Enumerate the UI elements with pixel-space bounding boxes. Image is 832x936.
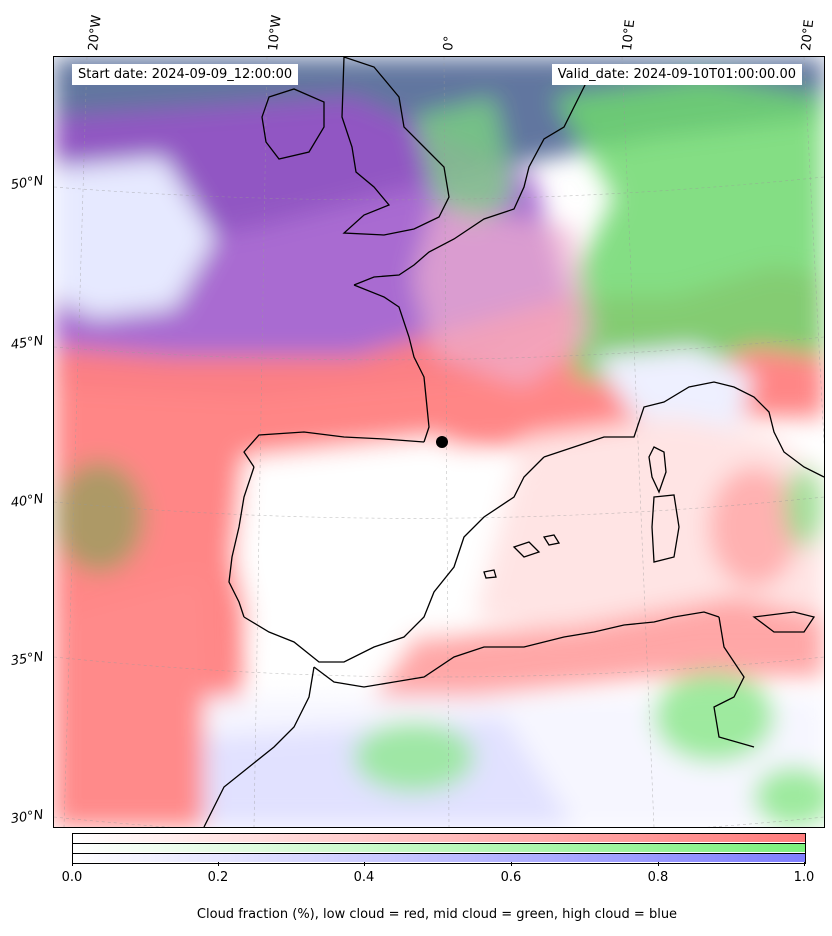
start-date-label: Start date: 2024-09-09_12:00:00 [72,64,299,85]
colorbar-tick [72,862,73,866]
colorbar-high-cloud [73,854,805,862]
colorbar-tick [364,862,365,866]
colorbar-tick-label: 0.0 [61,870,83,885]
lon-label-20w: 20°W [86,14,105,52]
lat-label-40n: 40°N [9,491,45,511]
colorbar-low-cloud [73,834,805,842]
colorbar-tick-label: 0.4 [353,870,375,885]
colorbar-tick [218,862,219,866]
lon-label-0: 0° [441,35,458,52]
colorbar-divider [73,852,805,854]
colorbar-tick-label: 1.0 [793,870,815,885]
colorbar-mid-cloud [73,844,805,852]
colorbar-tick [658,862,659,866]
colorbar-caption: Cloud fraction (%), low cloud = red, mid… [196,907,678,922]
colorbar-tick [804,862,805,866]
lat-label-30n: 30°N [9,807,45,827]
valid-date-label: Valid_date: 2024-09-10T01:00:00.00 [551,64,802,85]
lat-label-35n: 35°N [9,649,45,669]
colorbar-divider [73,842,805,844]
lat-label-45n: 45°N [9,333,45,353]
colorbar-tick-label: 0.2 [207,870,229,885]
colorbar-tick-label: 0.8 [647,870,669,885]
lat-label-50n: 50°N [9,173,45,193]
map-canvas [54,57,824,827]
colorbar-tick [511,862,512,866]
location-marker[interactable] [436,436,448,448]
colorbar-tick-label: 0.6 [500,870,522,885]
lon-label-10e: 10°E [620,18,639,52]
cloud-field [54,57,824,827]
lon-label-10w: 10°W [266,14,285,52]
lon-label-20e: 20°E [799,18,818,52]
cloud-fraction-map[interactable] [53,56,825,828]
coastlines [203,57,824,827]
colorbar [72,833,806,864]
